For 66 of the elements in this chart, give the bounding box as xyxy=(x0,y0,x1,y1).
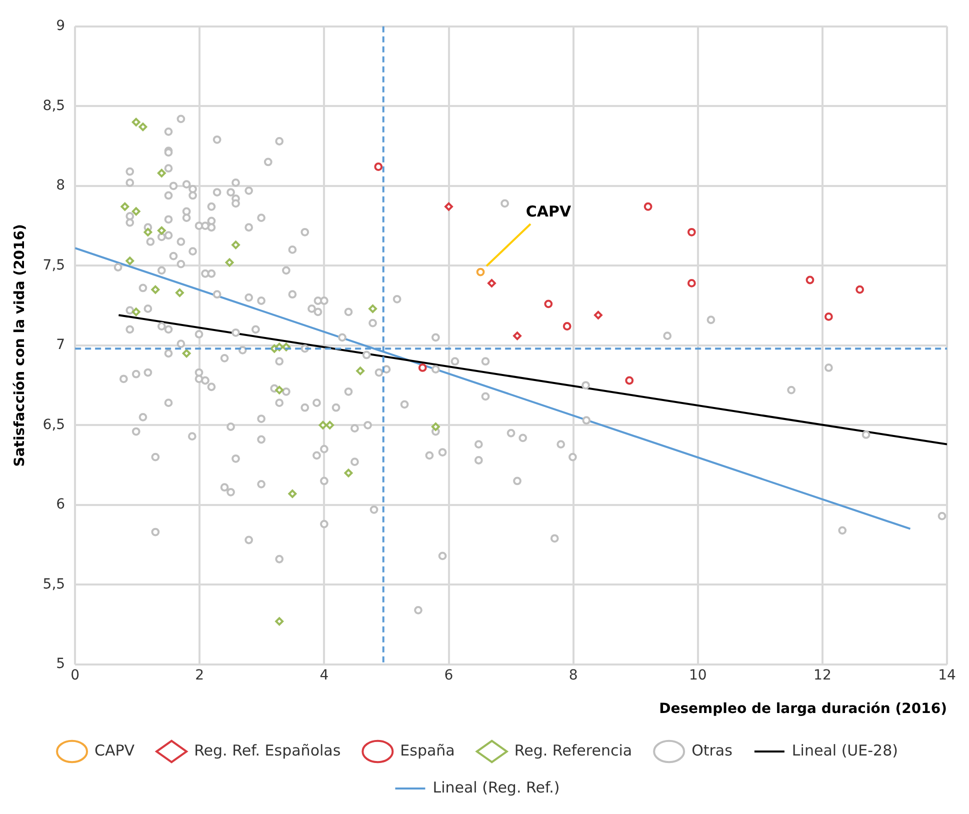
x-tick-label: 2 xyxy=(195,667,204,684)
point xyxy=(644,202,652,211)
point xyxy=(120,202,130,211)
point xyxy=(132,118,140,126)
point xyxy=(132,207,140,216)
legend-label: España xyxy=(400,741,455,760)
point xyxy=(344,468,353,478)
legend-label: CAPV xyxy=(94,741,136,760)
point xyxy=(288,490,297,498)
legend-label: Reg. Referencia xyxy=(514,741,632,760)
point xyxy=(806,276,814,284)
point xyxy=(318,420,328,430)
point xyxy=(544,300,553,308)
y-tick-label: 5 xyxy=(56,656,66,672)
annotation: CAPV xyxy=(526,202,572,220)
point xyxy=(157,226,166,235)
point xyxy=(374,162,383,171)
point xyxy=(687,228,696,236)
point xyxy=(431,422,440,431)
y-tick-label: 8 xyxy=(56,178,66,194)
point xyxy=(856,285,864,294)
point xyxy=(594,310,602,320)
point xyxy=(824,312,833,321)
point xyxy=(562,322,572,330)
x-tick-label: 10 xyxy=(688,667,707,684)
point xyxy=(232,240,240,250)
y-tick-label: 5,5 xyxy=(42,576,66,592)
x-tick-label: 12 xyxy=(814,667,832,684)
point xyxy=(157,168,166,178)
x-tick-label: 14 xyxy=(938,667,956,684)
y-tick-label: 7 xyxy=(56,337,66,354)
y-tick-label: 8,5 xyxy=(42,98,66,114)
point xyxy=(476,268,485,276)
point xyxy=(138,122,148,132)
point xyxy=(144,228,152,236)
point xyxy=(132,308,140,316)
y-tick-label: 6,5 xyxy=(42,416,66,433)
point xyxy=(275,617,284,626)
point xyxy=(488,278,496,288)
point xyxy=(444,202,453,211)
legend-label: Lineal (UE-28) xyxy=(792,741,898,760)
x-tick-label: 6 xyxy=(444,667,454,684)
x-tick-label: 8 xyxy=(568,667,578,684)
point xyxy=(275,386,284,394)
point xyxy=(225,258,234,267)
legend-label: Otras xyxy=(692,741,733,760)
point xyxy=(151,285,160,294)
point xyxy=(418,364,427,372)
point xyxy=(175,288,184,297)
y-tick-label: 9 xyxy=(56,18,66,34)
point xyxy=(513,332,522,340)
y-tick-label: 7,5 xyxy=(42,257,66,274)
y-tick-label: 6 xyxy=(56,496,66,513)
point xyxy=(326,420,334,430)
point xyxy=(687,278,696,288)
x-axis-title: Desempleo de larga duración (2016) xyxy=(659,701,947,718)
x-tick-label: 4 xyxy=(320,667,329,684)
x-tick-label: 0 xyxy=(70,667,80,684)
point xyxy=(625,376,634,385)
point xyxy=(368,304,377,313)
legend-label: Lineal (Reg. Ref.) xyxy=(432,778,560,796)
legend-label: Reg. Ref. Españolas xyxy=(194,741,341,760)
point xyxy=(182,349,191,358)
point xyxy=(126,256,134,266)
y-axis-title: Satisfacción con la vida (2016) xyxy=(12,224,28,467)
point xyxy=(356,366,365,376)
